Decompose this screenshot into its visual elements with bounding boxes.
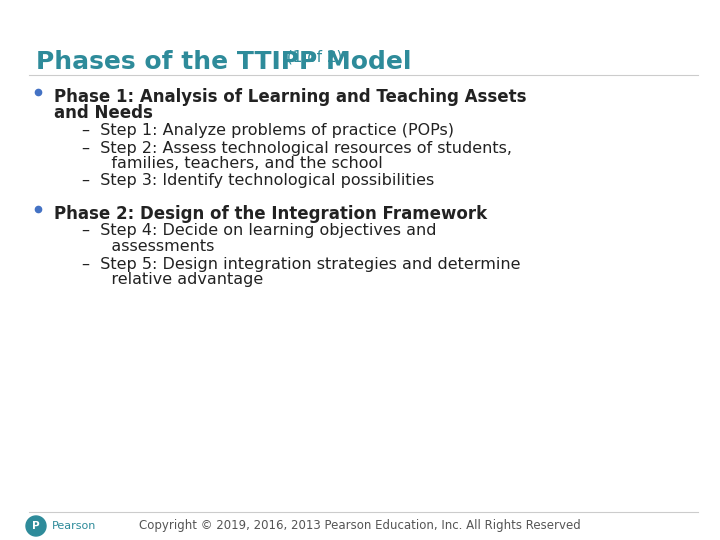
Text: –  Step 1: Analyze problems of practice (POPs): – Step 1: Analyze problems of practice (…: [82, 123, 454, 138]
Text: Phase 1: Analysis of Learning and Teaching Assets: Phase 1: Analysis of Learning and Teachi…: [54, 88, 526, 106]
Text: Pearson: Pearson: [52, 521, 96, 531]
Text: assessments: assessments: [96, 239, 215, 254]
Text: –  Step 4: Decide on learning objectives and: – Step 4: Decide on learning objectives …: [82, 224, 436, 239]
Text: –  Step 3: Identify technological possibilities: – Step 3: Identify technological possibi…: [82, 173, 434, 188]
Text: –  Step 2: Assess technological resources of students,: – Step 2: Assess technological resources…: [82, 140, 512, 156]
Text: Phases of the TTIPP Model: Phases of the TTIPP Model: [36, 50, 412, 74]
Text: relative advantage: relative advantage: [96, 272, 264, 287]
Text: (1 of 2): (1 of 2): [282, 50, 343, 65]
Text: and Needs: and Needs: [54, 105, 153, 123]
Text: –  Step 5: Design integration strategies and determine: – Step 5: Design integration strategies …: [82, 256, 521, 272]
Text: Copyright © 2019, 2016, 2013 Pearson Education, Inc. All Rights Reserved: Copyright © 2019, 2016, 2013 Pearson Edu…: [139, 519, 581, 532]
Text: P: P: [32, 521, 40, 531]
Text: families, teachers, and the school: families, teachers, and the school: [96, 156, 383, 171]
Text: Phase 2: Design of the Integration Framework: Phase 2: Design of the Integration Frame…: [54, 205, 487, 223]
Circle shape: [26, 516, 46, 536]
